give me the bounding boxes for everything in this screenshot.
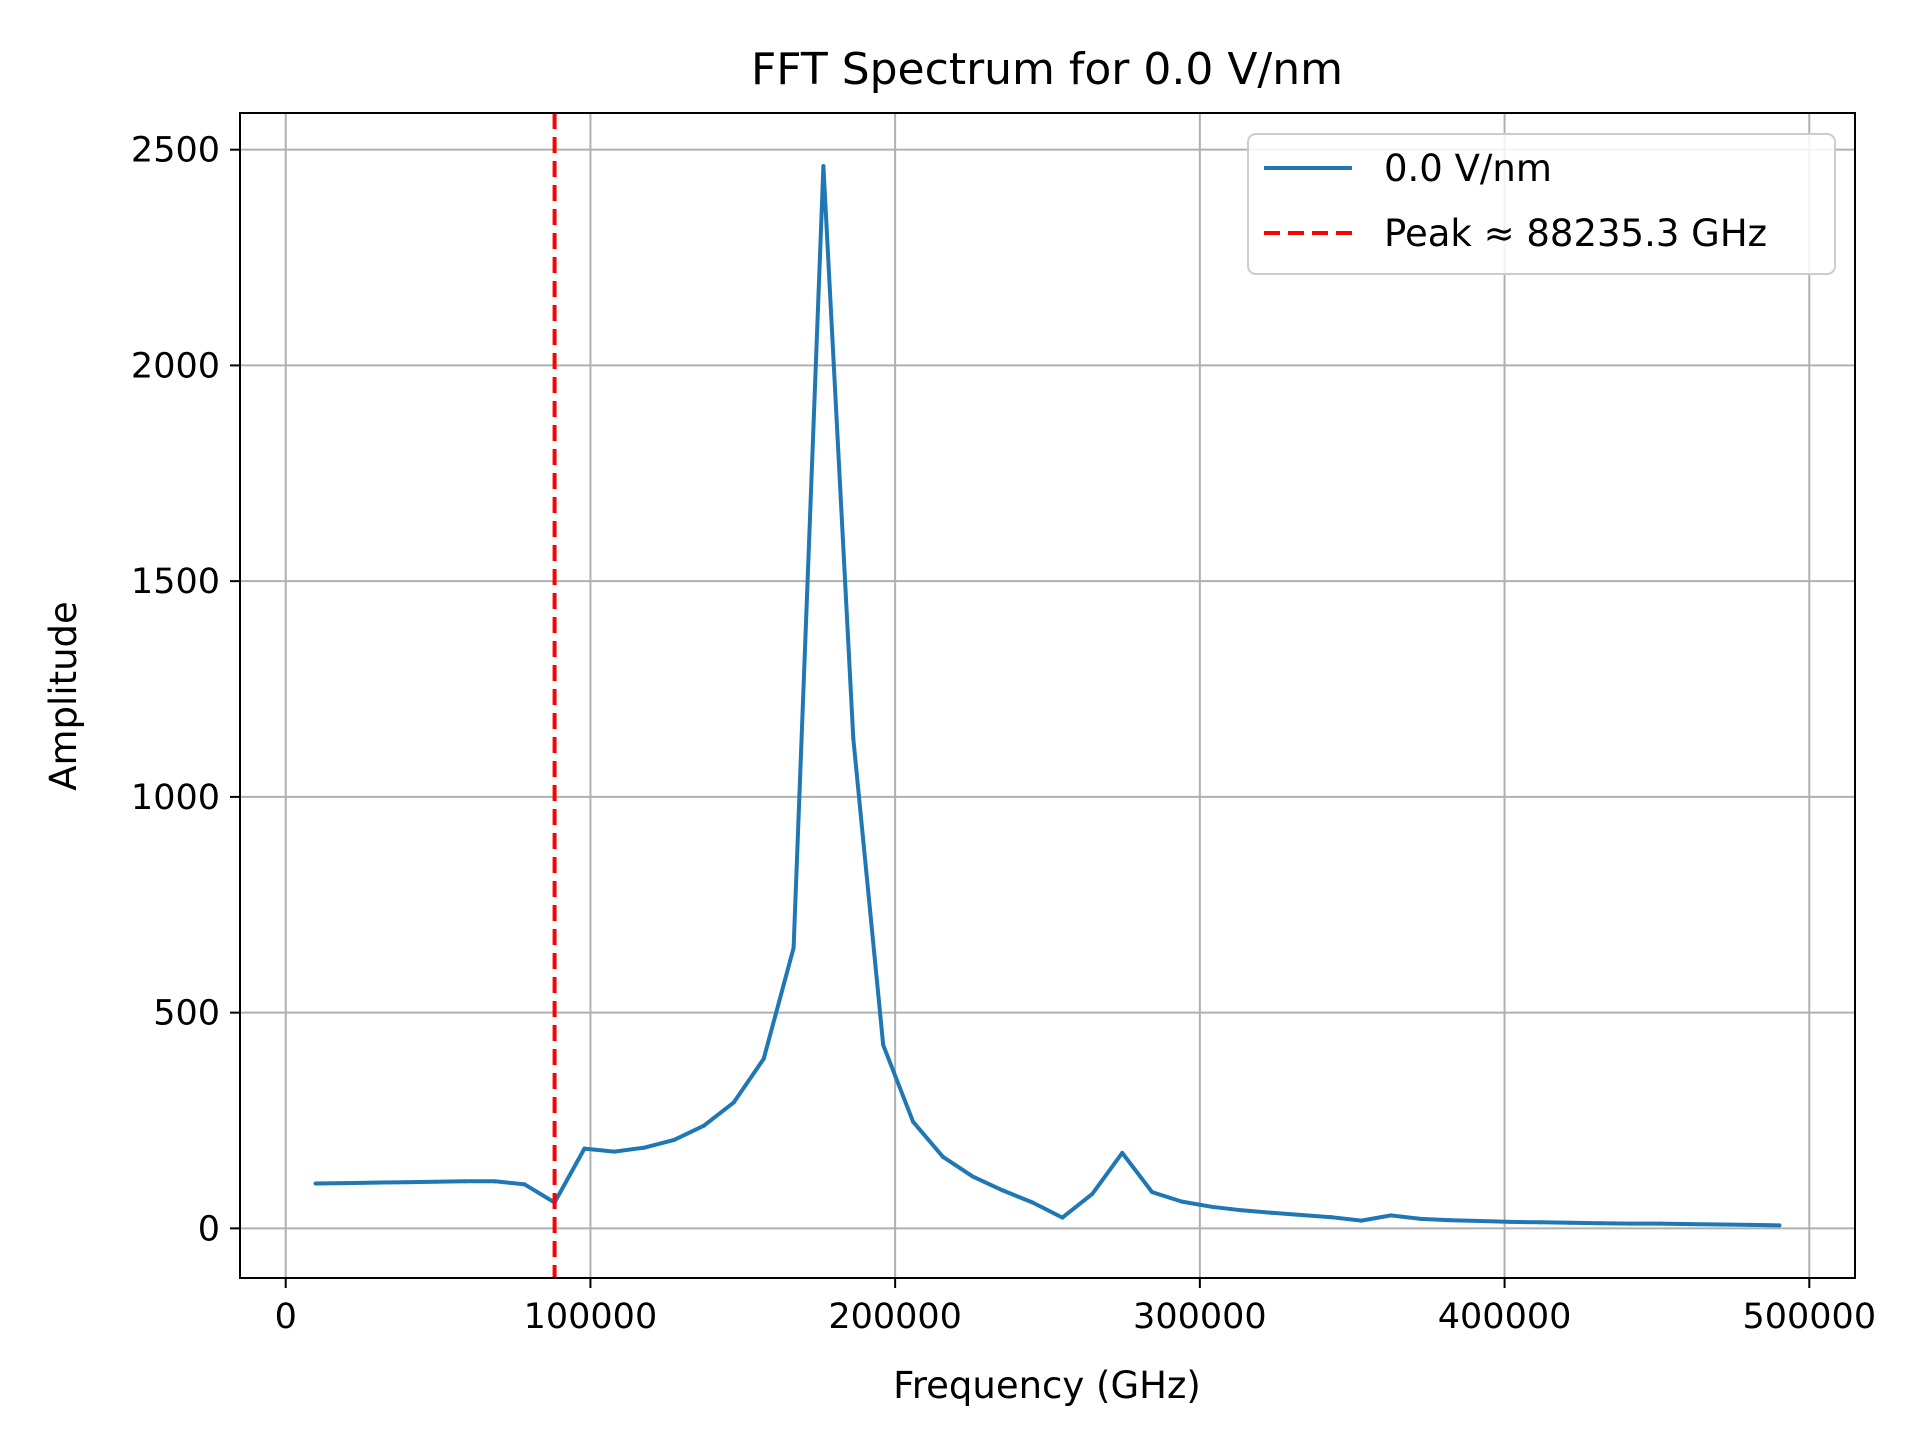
data-point — [343, 1181, 348, 1186]
data-point — [1359, 1218, 1364, 1223]
y-tick-label: 2500 — [131, 131, 220, 171]
data-point — [851, 736, 856, 741]
plot-area — [240, 113, 1855, 1278]
data-point — [731, 1100, 736, 1105]
grid — [240, 113, 1855, 1278]
data-point — [1269, 1210, 1274, 1215]
data-point — [1090, 1191, 1095, 1196]
x-tick-label: 300000 — [1133, 1297, 1267, 1337]
data-point — [1120, 1150, 1125, 1155]
y-tick-label: 500 — [153, 994, 220, 1034]
data-point — [462, 1179, 467, 1184]
data-point — [761, 1056, 766, 1061]
data-point — [1179, 1199, 1184, 1204]
legend: 0.0 V/nm Peak ≈ 88235.3 GHz — [1247, 133, 1836, 275]
data-point — [1657, 1221, 1662, 1226]
data-point — [940, 1154, 945, 1159]
legend-entry-peak: Peak ≈ 88235.3 GHz — [1384, 212, 1767, 255]
data-point — [1598, 1221, 1603, 1226]
series-line — [315, 164, 1780, 1228]
data-point — [1389, 1213, 1394, 1218]
x-tick-label: 400000 — [1438, 1297, 1572, 1337]
data-point — [1329, 1215, 1334, 1220]
data-point — [433, 1179, 438, 1184]
data-point — [492, 1179, 497, 1184]
data-point — [642, 1145, 647, 1150]
y-tick-label: 0 — [198, 1209, 220, 1249]
data-point — [791, 945, 796, 950]
x-tick-label: 100000 — [524, 1297, 658, 1337]
data-point — [881, 1043, 886, 1047]
data-point — [582, 1146, 587, 1151]
y-tick-label: 2000 — [131, 346, 220, 386]
x-axis-label: Frequency (GHz) — [893, 1364, 1201, 1407]
y-tick-label: 1000 — [131, 778, 220, 818]
data-point — [522, 1182, 527, 1187]
data-point — [1239, 1208, 1244, 1213]
x-tick-label: 0 — [275, 1297, 297, 1337]
data-point — [1747, 1222, 1752, 1227]
data-point — [1418, 1216, 1423, 1221]
data-point — [1777, 1223, 1782, 1228]
data-point — [1687, 1222, 1692, 1227]
data-point — [1568, 1220, 1573, 1225]
data-point — [701, 1123, 706, 1128]
x-tick-label: 200000 — [828, 1297, 962, 1337]
data-point — [1478, 1219, 1483, 1224]
data-point — [1538, 1220, 1543, 1225]
data-point — [403, 1180, 408, 1185]
x-tick-label: 500000 — [1742, 1297, 1876, 1337]
legend-entry-series: 0.0 V/nm — [1384, 147, 1552, 190]
data-point — [672, 1137, 677, 1142]
series-layer — [313, 164, 1782, 1228]
data-point — [1000, 1188, 1005, 1193]
data-point — [1030, 1200, 1035, 1205]
data-point — [313, 1181, 318, 1186]
plot-frame — [239, 112, 1856, 1279]
data-point — [1448, 1218, 1453, 1223]
y-axis-ticks: 0 500 1000 1500 2000 2500 — [131, 131, 240, 1249]
chart-title: FFT Spectrum for 0.0 V/nm — [751, 44, 1343, 95]
data-point — [373, 1180, 378, 1185]
y-tick-label: 1500 — [131, 562, 220, 602]
y-axis-label: Amplitude — [42, 601, 85, 791]
data-point — [970, 1174, 975, 1179]
data-point — [1717, 1222, 1722, 1227]
data-point — [1508, 1219, 1513, 1224]
data-point — [1628, 1221, 1633, 1226]
data-point — [1150, 1190, 1155, 1195]
data-point — [911, 1119, 916, 1124]
data-point — [821, 164, 826, 169]
data-point — [1060, 1215, 1065, 1220]
data-point — [612, 1149, 617, 1154]
data-point — [1299, 1213, 1304, 1218]
data-point — [1209, 1204, 1214, 1209]
legend-box — [1247, 133, 1836, 275]
x-axis-ticks: 0 100000 200000 300000 400000 500000 — [275, 1278, 1876, 1337]
